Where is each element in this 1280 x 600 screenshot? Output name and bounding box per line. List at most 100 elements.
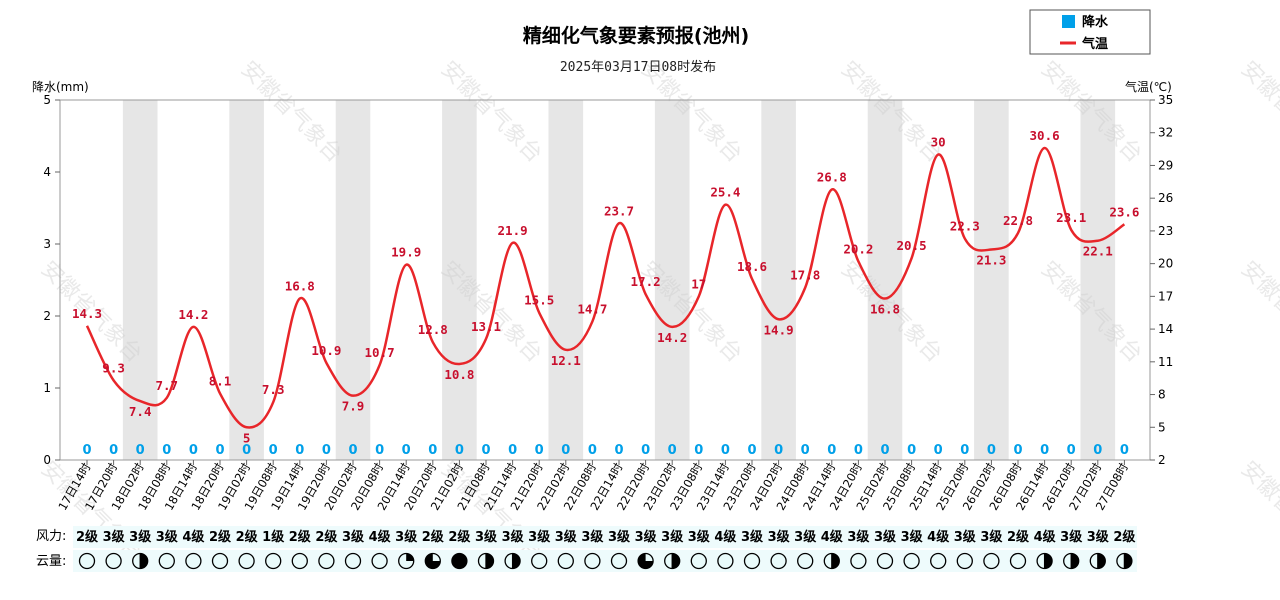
wind-level: 3级 <box>874 529 897 545</box>
precip-data-label: 0 <box>109 443 118 458</box>
x-axis: 17日14时17日20时18日02时18日08时18日14时18日20时19日0… <box>55 460 1131 513</box>
night-band <box>761 100 796 460</box>
precip-data-label: 0 <box>1067 443 1076 458</box>
temperature-data-label: 25.4 <box>710 185 740 200</box>
legend-temp-label: 气温 <box>1082 36 1108 52</box>
cloud-icon <box>903 552 920 570</box>
precip-data-label: 0 <box>348 443 357 458</box>
precip-data-label: 0 <box>322 443 331 458</box>
temperature-data-label: 7.3 <box>262 382 285 397</box>
wind-level: 4级 <box>927 529 950 545</box>
precip-data-label: 0 <box>880 443 889 458</box>
temperature-data-label: 7.7 <box>156 378 179 393</box>
temperature-data-label: 14.9 <box>764 322 794 337</box>
wind-level: 2级 <box>236 529 259 545</box>
cloud-icon <box>690 552 707 570</box>
y-right-axis: 2 5 8 11 14 17 20 23 26 29 32 35 <box>1150 93 1173 467</box>
y-left-tick-label: 5 <box>43 93 51 107</box>
y-right-tick-label: 5 <box>1158 420 1166 434</box>
wind-level: 2级 <box>448 529 471 545</box>
night-band <box>974 100 1009 460</box>
wind-level: 3级 <box>901 529 924 545</box>
temperature-data-label: 12.1 <box>551 353 581 368</box>
precip-data-label: 0 <box>242 443 251 458</box>
wind-level: 3级 <box>635 529 658 545</box>
precip-data-label: 0 <box>747 443 756 458</box>
temperature-data-label: 7.4 <box>129 404 152 419</box>
wind-level: 3级 <box>475 529 498 545</box>
cloud-icon <box>344 552 362 570</box>
precip-data-label: 0 <box>561 443 570 458</box>
precipitation-labels: 0 0 0 0 0 0 0 0 0 0 0 0 0 0 0 0 0 0 0 0 0 0 0 0 0 0 0 0 0 0 0 0 0 0 0 0 0 0 0 0 <box>82 443 1128 458</box>
night-band <box>229 100 264 460</box>
wind-level: 3级 <box>688 529 711 545</box>
precip-data-label: 0 <box>82 443 91 458</box>
temperature-data-label: 14.3 <box>72 306 102 321</box>
legend-precip-label: 降水 <box>1082 14 1109 30</box>
precip-data-label: 0 <box>269 443 278 458</box>
chart-subtitle: 2025年03月17日08时发布 <box>560 59 716 75</box>
cloud-icon <box>371 552 388 570</box>
y-left-axis: 0 1 2 3 4 5 <box>43 93 60 467</box>
cloud-icon <box>983 552 1000 570</box>
temperature-data-label: 26.8 <box>817 169 847 184</box>
night-band <box>442 100 477 460</box>
precip-data-label: 0 <box>535 443 544 458</box>
wind-level: 3级 <box>954 529 977 545</box>
precip-data-label: 0 <box>162 443 171 458</box>
night-band <box>548 100 584 460</box>
temperature-data-label: 22.1 <box>1083 244 1113 259</box>
precip-data-label: 0 <box>1013 443 1022 458</box>
cloud-icon <box>211 552 229 570</box>
cloud-icon <box>424 552 441 570</box>
wind-level: 2级 <box>422 529 445 545</box>
wind-level: 2级 <box>209 529 232 545</box>
cloud-icon <box>850 552 867 570</box>
y-right-tick-label: 35 <box>1158 93 1173 107</box>
wind-level: 3级 <box>156 529 179 545</box>
temperature-labels: 14.3 9.3 7.4 7.7 14.2 8.1 5 7.3 16.8 10.9 7.9 10.7 1… <box>72 128 1140 445</box>
wind-level: 3级 <box>528 529 551 545</box>
y-right-tick-label: 20 <box>1158 257 1173 271</box>
legend-precip-swatch <box>1062 15 1075 28</box>
cloud-icon <box>717 552 734 570</box>
cloud-icon <box>238 552 255 570</box>
precip-data-label: 0 <box>668 443 677 458</box>
cloud-icon <box>557 552 574 570</box>
y-right-tick-label: 32 <box>1158 126 1173 140</box>
precip-data-label: 0 <box>189 443 198 458</box>
temperature-data-label: 20.2 <box>843 241 873 256</box>
precip-data-label: 0 <box>428 443 437 458</box>
night-band <box>654 100 690 460</box>
temperature-data-label: 22.3 <box>950 219 980 234</box>
precip-data-label: 0 <box>1093 443 1102 458</box>
temperature-data-label: 30.6 <box>1030 128 1060 143</box>
cloud-icon <box>797 552 814 570</box>
wind-level: 3级 <box>502 529 525 545</box>
wind-level: 2级 <box>1113 529 1136 545</box>
precip-data-label: 0 <box>588 443 597 458</box>
cloud-icon <box>531 552 548 570</box>
y-left-tick-label: 4 <box>43 165 51 179</box>
precip-data-label: 0 <box>854 443 863 458</box>
wind-level: 1级 <box>262 529 285 545</box>
wind-level: 3级 <box>1087 529 1110 545</box>
cloud-icon <box>504 552 521 570</box>
precip-data-label: 0 <box>375 443 384 458</box>
wind-row-label: 风力: <box>36 529 66 544</box>
precip-data-label: 0 <box>907 443 916 458</box>
precip-data-label: 0 <box>641 443 650 458</box>
y-right-tick-label: 11 <box>1158 355 1173 369</box>
precip-data-label: 0 <box>801 443 810 458</box>
wind-level: 2级 <box>289 529 312 545</box>
legend-box <box>1029 9 1151 55</box>
temperature-data-label: 14.2 <box>178 307 208 322</box>
cloud-icon <box>158 552 175 570</box>
wind-level: 3级 <box>555 529 578 545</box>
cloud-icon <box>743 552 761 570</box>
y-left-tick-label: 0 <box>43 453 51 467</box>
wind-level: 3级 <box>342 529 365 545</box>
y-right-tick-label: 2 <box>1158 453 1166 467</box>
temperature-data-label: 10.8 <box>444 367 474 382</box>
wind-level: 3级 <box>103 529 126 545</box>
